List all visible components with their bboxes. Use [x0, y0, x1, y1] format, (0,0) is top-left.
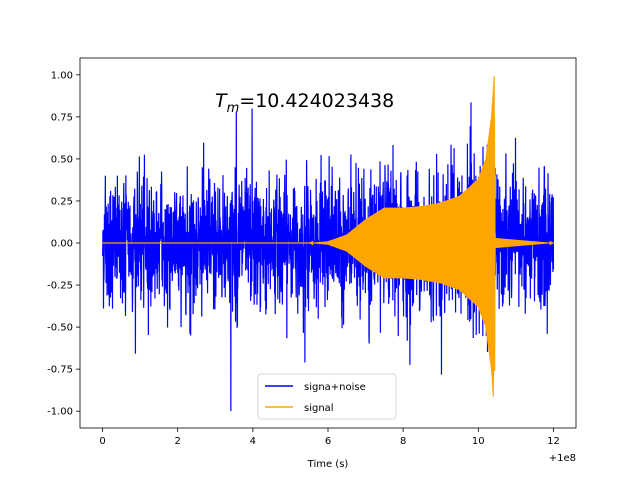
- x-tick-label: 12: [547, 436, 560, 447]
- y-tick-label: 0.25: [51, 196, 73, 207]
- x-tick-label: 2: [175, 436, 181, 447]
- y-tick-label: 0.00: [51, 239, 73, 250]
- y-tick-label: -1.00: [47, 407, 73, 418]
- y-tick-label: 0.50: [51, 154, 73, 165]
- legend: signa+noise signal: [257, 373, 397, 420]
- x-axis-label: Time (s): [307, 459, 349, 470]
- x-tick-label: 10: [472, 436, 485, 447]
- x-axis-offset-label: +1e8: [549, 453, 576, 464]
- y-tick-label: -0.75: [47, 365, 73, 376]
- annotation-subscript: m: [227, 101, 240, 116]
- x-tick-label: 4: [250, 436, 256, 447]
- x-tick-label: 8: [400, 436, 406, 447]
- x-tick-label: 0: [99, 436, 105, 447]
- y-tick-label: 0.75: [51, 112, 73, 123]
- y-tick-label: -0.50: [47, 323, 73, 334]
- series-line-path: [102, 76, 554, 397]
- merger-time-annotation: Tm=10.424023438: [215, 90, 394, 116]
- legend-label-signal: signal: [304, 403, 334, 414]
- y-tick-label: -0.25: [47, 281, 73, 292]
- annotation-symbol: T: [215, 90, 228, 112]
- annotation-value: =10.424023438: [239, 90, 394, 112]
- y-tick-label: 1.00: [51, 70, 73, 81]
- legend-label-signal-plus-noise: signa+noise: [304, 382, 366, 393]
- plot-area: [101, 76, 555, 412]
- y-axis: -1.00 -0.75 -0.50 -0.25 0.00 0.25 0.50 0.75 1.00: [47, 70, 80, 418]
- x-axis: 0 2 4 6 8 10 12: [99, 428, 560, 447]
- x-tick-label: 6: [325, 436, 331, 447]
- series-line-signal: [102, 76, 554, 397]
